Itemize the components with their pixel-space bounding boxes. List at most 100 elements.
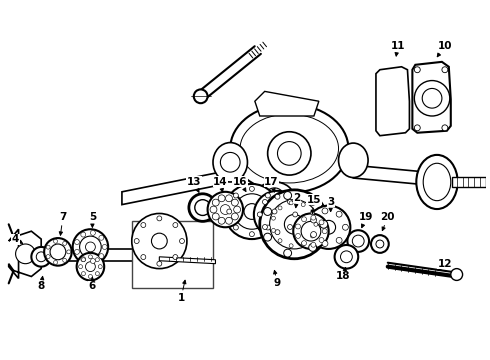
Circle shape xyxy=(293,213,329,249)
Circle shape xyxy=(234,206,241,213)
Circle shape xyxy=(212,213,219,220)
Circle shape xyxy=(336,237,342,243)
Ellipse shape xyxy=(416,155,458,209)
Circle shape xyxy=(53,261,57,264)
Circle shape xyxy=(36,252,46,262)
Circle shape xyxy=(376,240,384,248)
Circle shape xyxy=(220,152,240,172)
Circle shape xyxy=(347,230,369,252)
Text: 5: 5 xyxy=(89,212,96,227)
Ellipse shape xyxy=(240,114,339,183)
Circle shape xyxy=(231,199,238,206)
Circle shape xyxy=(311,234,315,238)
Bar xyxy=(452,177,486,187)
Ellipse shape xyxy=(230,104,348,193)
Circle shape xyxy=(132,213,187,269)
Circle shape xyxy=(271,229,275,232)
Circle shape xyxy=(264,233,271,241)
Circle shape xyxy=(225,195,232,202)
Circle shape xyxy=(307,206,350,249)
Circle shape xyxy=(249,232,254,237)
Text: 15: 15 xyxy=(307,195,321,213)
Circle shape xyxy=(289,244,293,248)
Text: 17: 17 xyxy=(264,177,279,192)
Circle shape xyxy=(302,217,307,222)
Circle shape xyxy=(335,245,358,269)
Circle shape xyxy=(220,204,230,215)
Circle shape xyxy=(46,245,50,249)
Circle shape xyxy=(53,239,57,243)
Circle shape xyxy=(451,269,463,280)
Circle shape xyxy=(151,233,167,249)
Circle shape xyxy=(268,132,311,175)
Circle shape xyxy=(301,203,305,207)
Circle shape xyxy=(67,250,71,254)
Circle shape xyxy=(295,233,300,238)
Polygon shape xyxy=(159,257,216,264)
Circle shape xyxy=(231,213,238,220)
Circle shape xyxy=(257,212,262,217)
Circle shape xyxy=(233,193,238,198)
Circle shape xyxy=(264,208,271,215)
Circle shape xyxy=(78,265,82,269)
Circle shape xyxy=(227,209,232,214)
Circle shape xyxy=(81,257,86,262)
Circle shape xyxy=(218,195,225,202)
Circle shape xyxy=(266,225,270,230)
Circle shape xyxy=(263,225,268,229)
Circle shape xyxy=(102,244,107,249)
Circle shape xyxy=(442,67,448,73)
Ellipse shape xyxy=(423,163,451,201)
Circle shape xyxy=(225,217,232,224)
Circle shape xyxy=(278,206,282,210)
Circle shape xyxy=(81,258,85,262)
Text: 1: 1 xyxy=(177,280,186,303)
Text: 16: 16 xyxy=(233,177,247,192)
Circle shape xyxy=(442,125,448,131)
Circle shape xyxy=(195,200,211,215)
Text: 11: 11 xyxy=(391,41,405,56)
Circle shape xyxy=(319,238,324,243)
Circle shape xyxy=(277,141,301,165)
Text: 2: 2 xyxy=(294,193,301,208)
Circle shape xyxy=(284,249,292,257)
Ellipse shape xyxy=(339,143,368,177)
Circle shape xyxy=(212,199,219,206)
Circle shape xyxy=(302,241,307,246)
Circle shape xyxy=(249,186,254,191)
Text: 20: 20 xyxy=(381,212,395,230)
Circle shape xyxy=(260,190,329,259)
Circle shape xyxy=(295,224,300,229)
Text: 19: 19 xyxy=(359,212,373,228)
Circle shape xyxy=(284,192,292,199)
Text: 6: 6 xyxy=(89,277,96,291)
Circle shape xyxy=(99,235,104,240)
Circle shape xyxy=(99,254,104,258)
Circle shape xyxy=(263,199,268,204)
Circle shape xyxy=(44,238,72,266)
Polygon shape xyxy=(376,67,410,136)
Text: 10: 10 xyxy=(437,41,452,57)
Circle shape xyxy=(244,204,260,219)
Circle shape xyxy=(266,193,270,198)
Circle shape xyxy=(208,192,243,227)
Circle shape xyxy=(89,275,93,278)
Circle shape xyxy=(157,261,162,266)
Circle shape xyxy=(415,67,420,73)
Text: 18: 18 xyxy=(336,267,351,282)
Circle shape xyxy=(157,216,162,221)
Circle shape xyxy=(415,125,420,131)
Circle shape xyxy=(89,255,93,259)
Text: 9: 9 xyxy=(273,270,281,288)
Circle shape xyxy=(46,255,50,258)
Circle shape xyxy=(91,258,96,264)
Circle shape xyxy=(73,229,108,265)
Circle shape xyxy=(319,220,324,225)
Circle shape xyxy=(98,265,102,269)
Circle shape xyxy=(422,89,442,108)
Circle shape xyxy=(141,255,146,260)
Circle shape xyxy=(275,230,280,235)
Bar xyxy=(132,221,213,288)
Circle shape xyxy=(234,194,270,229)
Circle shape xyxy=(322,240,328,247)
